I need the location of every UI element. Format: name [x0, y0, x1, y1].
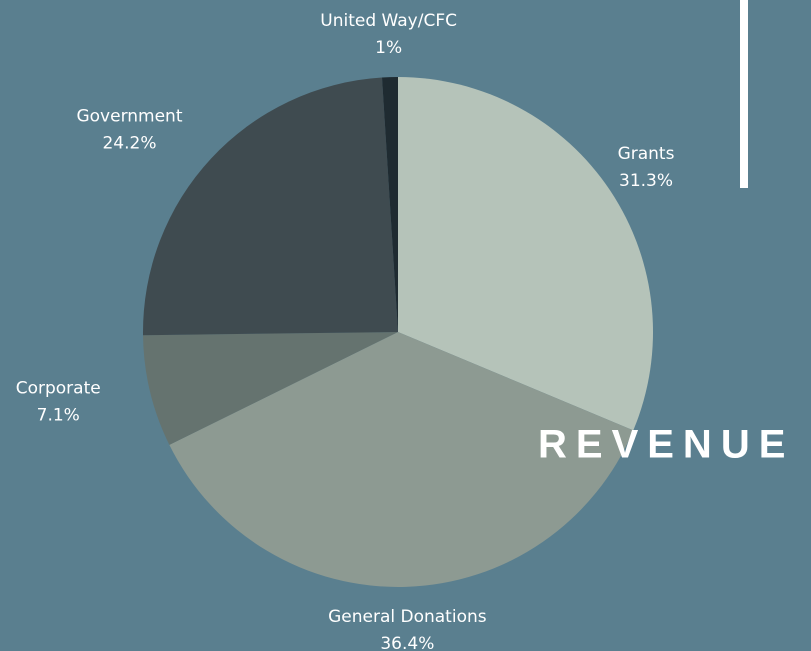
slice-value-label: 24.2% [102, 133, 156, 153]
chart-title: REVENUE [538, 423, 794, 467]
pie-slice [381, 77, 398, 332]
pie-slice [169, 332, 634, 588]
slice-label: General Donations [328, 607, 487, 627]
slice-value-label: 36.4% [380, 634, 434, 651]
pie-slice [143, 332, 398, 445]
slice-value-label: 7.1% [37, 406, 80, 426]
slice-label: Corporate [16, 379, 101, 399]
slice-value-label: 31.3% [619, 171, 673, 191]
pie-slice [398, 77, 654, 431]
slice-label: Government [76, 106, 182, 126]
pie-slice [143, 77, 398, 336]
slice-label: United Way/CFC [320, 11, 457, 31]
slice-label: Grants [618, 144, 675, 164]
slice-value-label: 1% [375, 38, 402, 58]
decor-bar [740, 0, 748, 188]
